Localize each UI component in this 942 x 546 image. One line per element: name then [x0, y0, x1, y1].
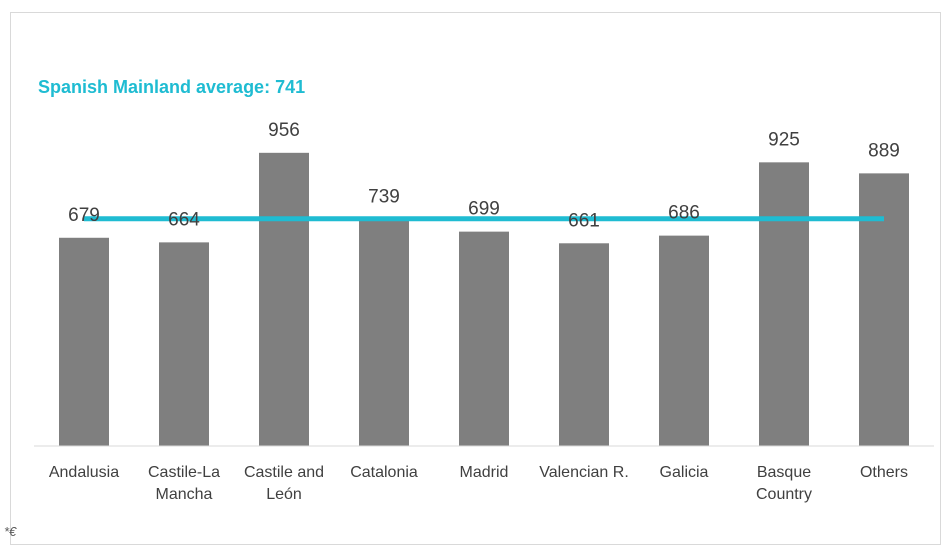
value-label: 661	[568, 210, 600, 231]
x-tick-label: Valencian R.	[539, 464, 629, 481]
average-label: Spanish Mainland average: 741	[38, 77, 305, 97]
x-tick-label: Andalusia	[48, 464, 120, 481]
bar	[559, 243, 609, 446]
value-label: 956	[268, 120, 300, 141]
x-tick-label: Castile and León	[243, 464, 325, 503]
value-label: 739	[368, 186, 400, 207]
value-label: 679	[68, 205, 100, 226]
bar	[459, 231, 509, 446]
value-label: 664	[168, 209, 200, 230]
bar	[159, 242, 209, 446]
x-tick-label: Basque Country	[755, 464, 813, 503]
bar	[759, 162, 809, 447]
x-tick-label: Castile-La Mancha	[147, 464, 221, 503]
value-label: 889	[868, 140, 900, 161]
x-tick-label: Galicia	[659, 464, 709, 481]
x-tick-label: Catalonia	[350, 464, 418, 481]
bar	[859, 173, 909, 446]
value-label: 686	[668, 203, 700, 224]
value-label: 699	[468, 199, 500, 220]
bar	[659, 235, 709, 446]
bar	[59, 237, 109, 446]
footnote: *€	[4, 524, 17, 539]
x-tick-label: Others	[859, 464, 908, 481]
chart-border	[10, 12, 941, 545]
bar	[359, 219, 409, 446]
value-label: 925	[768, 129, 800, 150]
x-tick-label: Madrid	[459, 464, 509, 481]
bar	[259, 152, 309, 446]
